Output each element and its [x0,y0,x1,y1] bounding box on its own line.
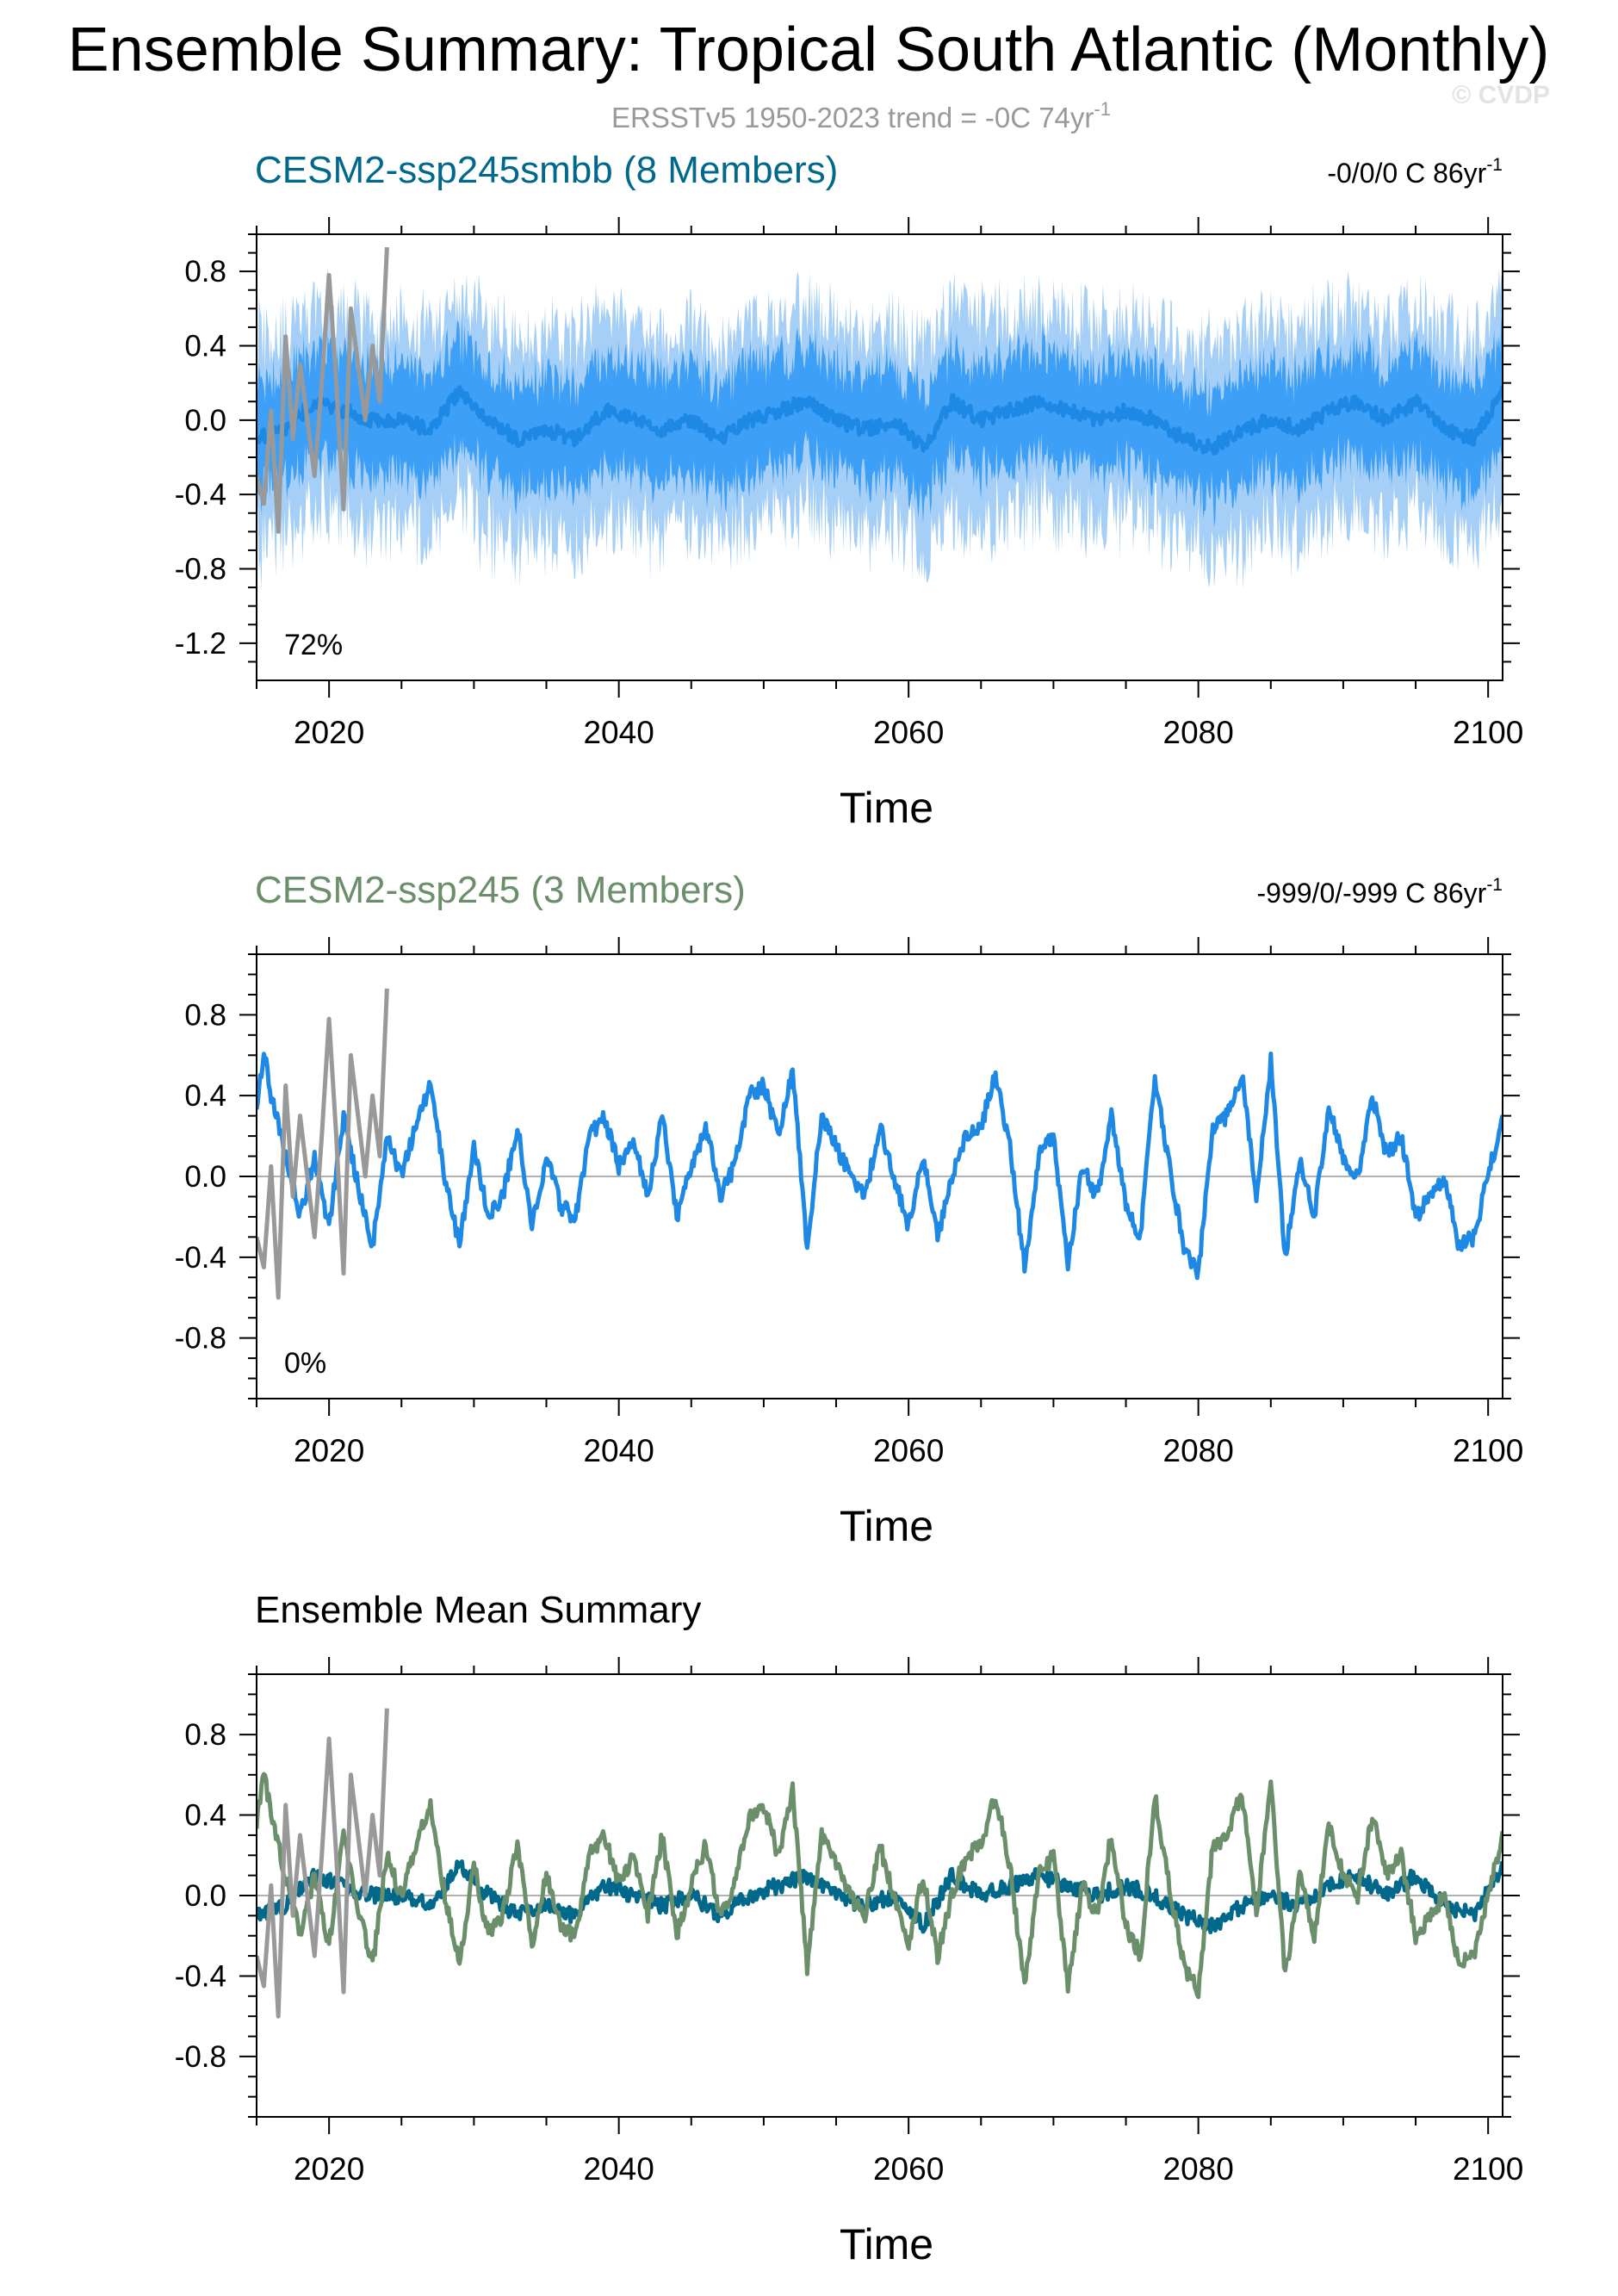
x-tick-label: 2060 [873,715,944,750]
y-tick-label: -0.4 [175,1959,226,1993]
trend-label: -0/0/0 C 86yr-1 [1327,155,1503,189]
subtitle-text: ERSSTv5 1950-2023 trend = -0C 74yr [611,102,1094,133]
x-tick-label: 2040 [583,715,654,750]
trend-label: -999/0/-999 C 86yr-1 [1257,875,1503,909]
plot-area [257,1708,1503,2019]
trend-text: -0/0/0 C 86yr [1327,158,1486,189]
y-tick-label: 0.0 [184,1879,226,1913]
panel-title: CESM2-ssp245smbb (8 Members) [255,149,838,191]
y-tick-label: 0.8 [184,1718,226,1752]
figure-title: Ensemble Summary: Tropical South Atlanti… [68,16,1550,84]
y-tick-label: -0.8 [175,1322,226,1356]
series-line-ensemble-mean [257,1052,1503,1281]
series-line-observations [257,246,389,534]
x-tick-label: 2100 [1453,715,1523,750]
x-tick-label: 2080 [1163,1433,1234,1468]
trend-superscript: -1 [1486,875,1503,895]
x-tick-label: 2060 [873,2151,944,2187]
panels: CESM2-ssp245smbb (8 Members) -0/0/0 C 86y… [175,149,1524,2268]
y-tick-label: -0.4 [175,478,226,512]
y-tick-label: 0.0 [184,1160,226,1194]
panel-1: CESM2-ssp245smbb (8 Members) -0/0/0 C 86y… [175,149,1524,832]
x-tick-label: 2080 [1163,715,1234,750]
y-tick-label: 0.4 [184,330,226,363]
subtitle-superscript: -1 [1094,98,1111,120]
y-tick-label: -0.8 [175,553,226,586]
watermark: © CVDP [1452,81,1550,109]
trend-superscript: -1 [1486,155,1503,175]
y-tick-label: 0.0 [184,404,226,437]
y-tick-label: 0.8 [184,255,226,289]
x-tick-label: 2100 [1453,1433,1523,1468]
figure-subtitle: ERSSTv5 1950-2023 trend = -0C 74yr-1 [611,98,1111,133]
y-tick-label: 0.4 [184,1079,226,1113]
plot-area [257,988,1503,1300]
series-line-observations [257,988,389,1300]
x-tick-label: 2020 [294,715,364,750]
y-tick-label: 0.8 [184,998,226,1032]
x-tick-label: 2020 [294,2151,364,2187]
y-tick-label: -0.8 [175,2040,226,2074]
x-axis-label: Time [840,1502,933,1550]
x-tick-label: 2040 [583,1433,654,1468]
series-line-ens2 [257,1772,1503,2000]
x-axis-label: Time [840,2220,933,2268]
series-line-ensemble-mean [257,385,1503,456]
x-tick-label: 2020 [294,1433,364,1468]
y-tick-label: -0.4 [175,1241,226,1275]
panel-3: Ensemble Mean Summary -0.8 -0.4 0.0 0.4 0.8 20… [175,1589,1524,2268]
percent-label: 72% [284,629,343,661]
percent-label: 0% [284,1347,326,1380]
panel-title: CESM2-ssp245 (3 Members) [255,869,746,911]
x-tick-label: 2080 [1163,2151,1234,2187]
x-axis-label: Time [840,784,933,832]
y-tick-label: 0.4 [184,1799,226,1833]
x-tick-label: 2100 [1453,2151,1523,2187]
plot-area [257,246,1503,592]
panel-2: CESM2-ssp245 (3 Members) -999/0/-999 C 86… [175,869,1524,1550]
x-tick-label: 2040 [583,2151,654,2187]
series-line-observations [257,1708,389,2019]
x-tick-label: 2060 [873,1433,944,1468]
y-tick-label: -1.2 [175,627,226,661]
panel-title: Ensemble Mean Summary [255,1589,701,1631]
trend-text: -999/0/-999 C 86yr [1257,878,1487,909]
